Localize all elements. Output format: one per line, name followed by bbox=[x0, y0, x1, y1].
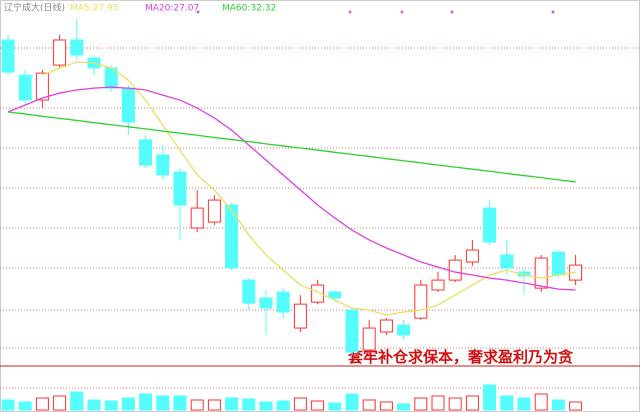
candle-body bbox=[173, 171, 187, 206]
legend-entry: MA20:27.07 bbox=[145, 4, 199, 14]
volume-bar bbox=[569, 401, 583, 411]
candle-body bbox=[448, 259, 462, 281]
candle-body bbox=[242, 279, 256, 304]
chart-title: 辽宁成大(日线) bbox=[4, 2, 65, 14]
volume-bar bbox=[448, 397, 462, 411]
volume-bar bbox=[293, 397, 307, 411]
candle-body bbox=[207, 199, 221, 223]
candle-body bbox=[293, 303, 307, 329]
volume-bar bbox=[311, 400, 325, 411]
volume-bar bbox=[328, 402, 342, 411]
candle-body bbox=[345, 309, 359, 353]
volume-bar bbox=[18, 401, 32, 411]
legend-entry: MA5:27.95 bbox=[70, 4, 118, 14]
volume-bar bbox=[207, 399, 221, 411]
volume-bar bbox=[173, 395, 187, 411]
candle-body bbox=[1, 39, 15, 73]
candle-body bbox=[18, 74, 32, 101]
ma-line bbox=[7, 111, 576, 183]
candle-body bbox=[276, 291, 290, 313]
ma-line bbox=[42, 61, 576, 316]
candle-body bbox=[328, 291, 342, 299]
volume-bar bbox=[465, 395, 479, 411]
volume-bar bbox=[431, 395, 445, 411]
candle-body bbox=[259, 297, 273, 309]
volume-bar bbox=[225, 397, 239, 411]
candle-body bbox=[517, 271, 531, 277]
volume-bar bbox=[362, 399, 376, 411]
volume-bar bbox=[1, 399, 15, 411]
volume-bar bbox=[190, 399, 204, 411]
volume-bar bbox=[500, 395, 514, 411]
candle-body bbox=[362, 327, 376, 351]
volume-bar bbox=[53, 395, 67, 411]
volume-bar bbox=[156, 395, 170, 411]
markers bbox=[196, 10, 555, 14]
candle-body bbox=[431, 279, 445, 291]
volume-bar bbox=[139, 393, 153, 411]
volume-bar bbox=[121, 397, 135, 411]
volume-bar bbox=[517, 397, 531, 411]
candle-body bbox=[190, 207, 204, 229]
candle-body bbox=[35, 72, 49, 101]
candle-body bbox=[70, 39, 84, 56]
candle-body bbox=[500, 254, 514, 269]
candle-body bbox=[465, 249, 479, 263]
candle-body bbox=[414, 284, 428, 319]
candle-body bbox=[121, 87, 135, 123]
candle-body bbox=[225, 204, 239, 269]
volume-bar bbox=[70, 391, 84, 411]
legend-entry: MA60:32.32 bbox=[222, 4, 276, 14]
volume-bar bbox=[87, 399, 101, 411]
volume-bar bbox=[35, 397, 49, 411]
candle-body bbox=[139, 139, 153, 166]
volume-bar bbox=[414, 397, 428, 411]
volume-bar bbox=[345, 393, 359, 411]
candle-body bbox=[483, 207, 497, 243]
candle-body bbox=[397, 324, 411, 336]
volume-bar bbox=[534, 393, 548, 411]
ma-line bbox=[7, 86, 576, 291]
volume-bar bbox=[242, 398, 256, 411]
volume-bar bbox=[483, 384, 497, 411]
volume-bar bbox=[397, 403, 411, 411]
volume-bar bbox=[551, 399, 565, 411]
volume-bar bbox=[104, 400, 118, 411]
candle-body bbox=[156, 154, 170, 176]
volume-bar bbox=[276, 400, 290, 411]
candle-body bbox=[379, 319, 393, 333]
volume-bar bbox=[259, 401, 273, 411]
candle-body bbox=[311, 284, 325, 303]
volume-bar bbox=[379, 401, 393, 411]
candle-body bbox=[534, 257, 548, 289]
annotation: 套牢补仓求保本，奢求盈利乃为贪 bbox=[347, 348, 574, 366]
candle-body bbox=[53, 39, 67, 66]
candle-body bbox=[551, 251, 565, 276]
